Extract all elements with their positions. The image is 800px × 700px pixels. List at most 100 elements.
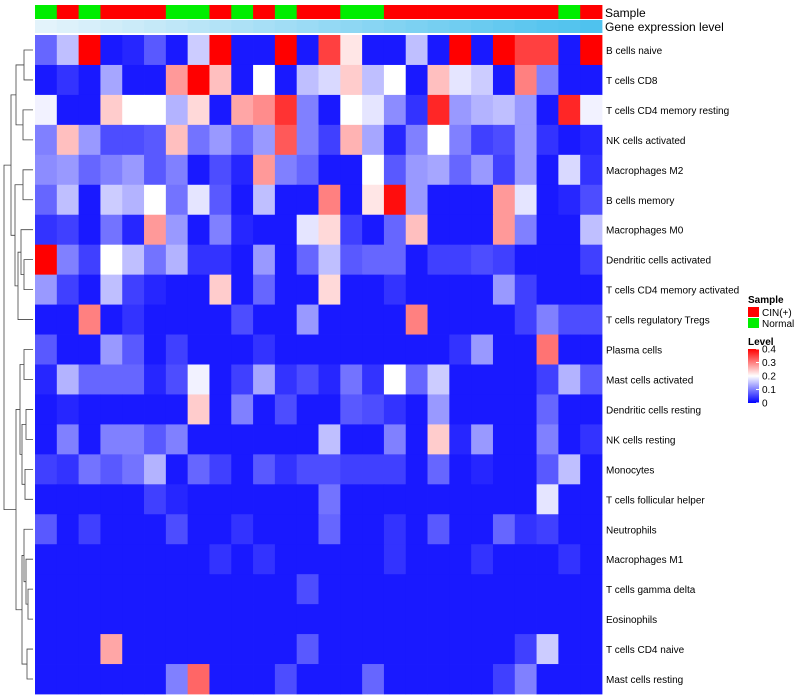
heatmap-cell	[471, 604, 494, 635]
heatmap-cell	[514, 514, 537, 545]
heatmap-cell	[580, 274, 603, 305]
heatmap-cell	[405, 274, 428, 305]
heatmap-cell	[318, 484, 341, 515]
heatmap-cell	[383, 64, 407, 96]
heatmap-cell	[536, 484, 559, 515]
heatmap-cell	[536, 514, 559, 545]
heatmap-cell	[580, 154, 603, 186]
gene-expression-annotation-cell	[122, 20, 145, 33]
heatmap-cell	[122, 124, 145, 156]
heatmap-cell	[100, 574, 123, 605]
heatmap-cell	[405, 94, 428, 126]
heatmap-cell	[165, 334, 189, 365]
heatmap-cell	[492, 664, 516, 695]
heatmap-cell	[340, 184, 363, 216]
heatmap-cell	[165, 394, 189, 425]
heatmap-cell	[449, 364, 472, 395]
heatmap-cell	[514, 244, 537, 276]
heatmap-cell	[187, 154, 210, 186]
heatmap-cell	[362, 454, 385, 485]
heatmap-cell	[558, 574, 581, 605]
gene-expression-annotation-cell	[558, 20, 581, 33]
gene-expression-annotation-cell	[253, 20, 276, 33]
heatmap-cell	[405, 154, 428, 186]
heatmap-cell	[274, 124, 298, 156]
heatmap-cell	[514, 94, 537, 126]
heatmap-cell	[209, 35, 232, 66]
heatmap-cell	[100, 604, 123, 635]
heatmap-cell	[514, 394, 537, 425]
sample-annotation-cell	[340, 5, 363, 19]
heatmap-cell	[318, 424, 341, 455]
heatmap-cell	[144, 544, 167, 575]
heatmap-cell	[318, 35, 341, 66]
heatmap-cell	[296, 364, 319, 395]
heatmap-cell	[187, 604, 210, 635]
heatmap-cell	[231, 304, 254, 335]
heatmap-cell	[580, 634, 603, 665]
heatmap-cell	[471, 454, 494, 485]
heatmap-cell	[449, 35, 472, 66]
heatmap-cell	[340, 124, 363, 156]
gene-expression-annotation-cell	[274, 20, 298, 33]
heatmap-cell	[253, 274, 276, 305]
heatmap-cell	[122, 424, 145, 455]
row-label: T cells CD8	[606, 76, 658, 87]
heatmap-cell	[405, 184, 428, 216]
heatmap-cell	[340, 274, 363, 305]
heatmap-cell	[209, 514, 232, 545]
heatmap-cell	[253, 454, 276, 485]
heatmap-cell	[558, 514, 581, 545]
heatmap-cell	[383, 184, 407, 216]
dendrogram-branch	[22, 169, 33, 201]
row-label: Dendritic cells activated	[606, 256, 711, 267]
heatmap-cell	[558, 304, 581, 335]
row-label: Macrophages M0	[606, 226, 684, 237]
sample-annotation-cell	[209, 5, 232, 19]
heatmap-cell	[187, 274, 210, 305]
heatmap-cell	[492, 94, 516, 126]
heatmap-cell	[558, 274, 581, 305]
sample-annotation-cell	[274, 5, 298, 19]
heatmap-cell	[318, 184, 341, 216]
heatmap-cell	[122, 514, 145, 545]
heatmap-cell	[165, 214, 189, 246]
sample-annotation-cell	[514, 5, 537, 19]
heatmap-cell	[78, 334, 101, 365]
dendrogram-branch	[15, 409, 22, 611]
heatmap-cell	[231, 274, 254, 305]
heatmap-cell	[209, 334, 232, 365]
heatmap-cell	[100, 214, 123, 246]
row-label: T cells regulatory Tregs	[606, 316, 710, 327]
heatmap-cell	[56, 544, 80, 575]
heatmap-cell	[471, 514, 494, 545]
heatmap-cell	[558, 334, 581, 365]
heatmap-cell	[471, 394, 494, 425]
heatmap-cell	[449, 184, 472, 216]
heatmap-cell	[209, 424, 232, 455]
heatmap-cell	[536, 424, 559, 455]
heatmap-cell	[122, 154, 145, 186]
heatmap-cell	[492, 154, 516, 186]
heatmap-cell	[580, 64, 603, 96]
heatmap-cell	[231, 124, 254, 156]
dendrogram-branch	[27, 588, 33, 620]
heatmap-cell	[274, 35, 298, 66]
heatmap-cell	[100, 334, 123, 365]
heatmap-cell	[209, 274, 232, 305]
heatmap-cell	[427, 514, 450, 545]
heatmap-cell	[471, 35, 494, 66]
heatmap-cell	[144, 304, 167, 335]
heatmap-cell	[405, 334, 428, 365]
heatmap-cell	[340, 394, 363, 425]
heatmap-cell	[296, 634, 319, 665]
heatmap-cell	[340, 544, 363, 575]
sample-annotation-cell	[144, 5, 167, 19]
heatmap-cell	[253, 334, 276, 365]
heatmap-cell	[318, 364, 341, 395]
heatmap-cell	[340, 454, 363, 485]
gene-expression-annotation-cell	[144, 20, 167, 33]
row-dendrogram	[3, 49, 33, 680]
dendrogram-branch	[20, 229, 33, 276]
heatmap-cell	[471, 274, 494, 305]
